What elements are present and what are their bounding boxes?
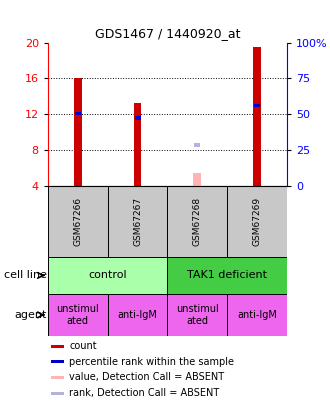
Text: rank, Detection Call = ABSENT: rank, Detection Call = ABSENT	[69, 388, 219, 398]
Text: TAK1 deficient: TAK1 deficient	[187, 271, 267, 280]
Bar	[194, 143, 200, 147]
Text: GSM67266: GSM67266	[73, 197, 82, 246]
Bar	[51, 360, 64, 363]
Bar	[108, 294, 167, 336]
Bar	[168, 186, 227, 257]
Text: GSM67267: GSM67267	[133, 197, 142, 246]
Bar	[193, 173, 201, 186]
Text: cell line: cell line	[4, 271, 47, 280]
Text: unstimul
ated: unstimul ated	[56, 304, 99, 326]
Text: percentile rank within the sample: percentile rank within the sample	[69, 357, 234, 367]
Bar	[51, 392, 64, 394]
Bar	[75, 112, 81, 115]
Bar	[48, 186, 108, 257]
Bar	[51, 376, 64, 379]
Bar	[51, 345, 64, 347]
Text: count: count	[69, 341, 97, 351]
Bar	[48, 257, 168, 294]
Text: GSM67269: GSM67269	[253, 197, 262, 246]
Bar	[168, 257, 287, 294]
Text: anti-IgM: anti-IgM	[237, 310, 277, 320]
Text: agent: agent	[14, 310, 47, 320]
Text: value, Detection Call = ABSENT: value, Detection Call = ABSENT	[69, 373, 224, 382]
Bar	[108, 186, 167, 257]
Text: anti-IgM: anti-IgM	[117, 310, 157, 320]
Bar	[48, 294, 108, 336]
Bar	[227, 186, 287, 257]
Text: GSM67268: GSM67268	[193, 197, 202, 246]
Bar	[254, 104, 260, 107]
Bar	[134, 103, 142, 186]
Bar	[168, 294, 227, 336]
Title: GDS1467 / 1440920_at: GDS1467 / 1440920_at	[95, 27, 240, 40]
Text: unstimul
ated: unstimul ated	[176, 304, 219, 326]
Bar	[253, 47, 261, 186]
Text: control: control	[88, 271, 127, 280]
Bar	[74, 79, 82, 186]
Bar	[135, 116, 141, 119]
Bar	[227, 294, 287, 336]
